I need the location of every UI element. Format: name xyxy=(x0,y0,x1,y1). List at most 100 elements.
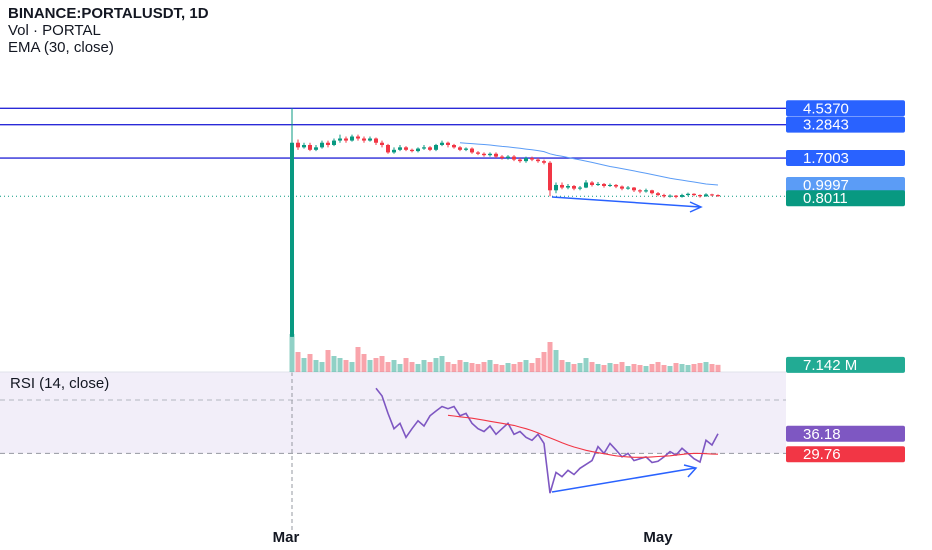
candle-body xyxy=(716,195,720,197)
rsi-line xyxy=(447,414,719,458)
candle-body xyxy=(446,142,450,145)
candle-body xyxy=(662,195,666,197)
arrow-head xyxy=(689,201,703,213)
candle-body xyxy=(638,190,642,192)
ema-legend: EMA (30, close) xyxy=(8,39,114,56)
volume-bar xyxy=(571,364,577,372)
candle-body xyxy=(356,136,360,139)
candle-body xyxy=(422,147,426,149)
volume-bar xyxy=(397,364,403,372)
candle-body xyxy=(692,193,696,196)
volume-bar xyxy=(451,364,457,372)
price-label: 7.142 M xyxy=(803,357,857,374)
candle-body xyxy=(632,187,636,191)
candle-body xyxy=(704,194,708,197)
volume-bar xyxy=(637,365,643,372)
volume-bar xyxy=(541,352,547,372)
volume-bar xyxy=(529,363,535,372)
price-label-box xyxy=(786,190,905,207)
candle-body xyxy=(584,182,588,188)
volume-bar xyxy=(295,352,301,372)
volume-bar xyxy=(493,364,499,372)
candle-body xyxy=(416,148,420,152)
candle-body xyxy=(668,195,672,197)
candle-body xyxy=(434,144,438,150)
price-label-box xyxy=(786,176,905,193)
price-label: 1.7003 xyxy=(803,150,849,167)
candle-body xyxy=(686,193,690,196)
volume-bar xyxy=(319,362,325,372)
volume-bar xyxy=(547,342,553,372)
price-label-box xyxy=(786,446,905,463)
candle-body xyxy=(680,195,684,197)
candle-body xyxy=(350,136,354,141)
volume-bar xyxy=(553,350,559,372)
candle-body xyxy=(398,147,402,150)
candle-body xyxy=(476,152,480,154)
volume-bar xyxy=(481,362,487,372)
arrow-head xyxy=(683,464,698,478)
candle-body xyxy=(614,184,618,187)
candle-body xyxy=(554,184,558,191)
labels-layer: BINANCE:PORTALUSDT, 1D Vol · PORTAL EMA … xyxy=(8,5,905,546)
price-label: 29.76 xyxy=(803,446,841,463)
candle-body xyxy=(326,142,330,145)
volume-bar xyxy=(373,358,379,372)
volume-bar xyxy=(709,364,715,372)
price-label: 4.5370 xyxy=(803,100,849,117)
volume-bar xyxy=(469,363,475,372)
volume-bar xyxy=(601,365,607,372)
rsi-band xyxy=(0,372,786,454)
volume-bar xyxy=(691,364,697,372)
volume-bar xyxy=(379,356,385,372)
candle-body xyxy=(488,153,492,156)
volume-bar xyxy=(361,354,367,372)
candle-body xyxy=(620,186,624,189)
price-label-box xyxy=(786,116,905,133)
candle-body xyxy=(530,158,534,160)
candle-body xyxy=(560,184,564,188)
candle-body xyxy=(428,147,432,150)
candle-body xyxy=(650,190,654,194)
x-tick-label: May xyxy=(643,529,673,546)
candle-body xyxy=(368,138,372,141)
volume-bar xyxy=(457,360,463,372)
candle-body xyxy=(344,138,348,141)
volume-bar xyxy=(355,347,361,372)
rsi-line xyxy=(375,387,719,494)
volume-bar xyxy=(697,363,703,372)
price-label-box xyxy=(786,150,905,167)
candle-body xyxy=(392,149,396,153)
volume-bar xyxy=(349,362,355,372)
trend-arrow xyxy=(551,196,701,208)
volume-bar xyxy=(421,360,427,372)
candle-body xyxy=(572,185,576,189)
volume-bar xyxy=(403,358,409,372)
candle-body xyxy=(674,195,678,197)
volume-bar xyxy=(289,334,295,372)
volume-bar xyxy=(301,358,307,372)
price-label-box xyxy=(786,356,905,373)
rsi-title: RSI (14, close) xyxy=(10,375,109,392)
volume-bar xyxy=(679,364,685,372)
volume-bar xyxy=(385,362,391,372)
price-label-box xyxy=(786,425,905,442)
candle-body xyxy=(494,153,498,157)
candle-body xyxy=(596,183,600,185)
volume-legend: Vol · PORTAL xyxy=(8,22,101,39)
candle-body xyxy=(656,193,660,196)
candle-body xyxy=(308,144,312,150)
volume-bar xyxy=(631,364,637,372)
candle-body xyxy=(512,156,516,160)
candle-body xyxy=(482,153,486,156)
price-label: 0.8011 xyxy=(803,190,848,207)
candle-body xyxy=(590,182,594,185)
volume-bar xyxy=(439,356,445,372)
volume-bar xyxy=(619,362,625,372)
candle-body xyxy=(374,138,378,143)
candle-body xyxy=(548,162,552,191)
volume-bar xyxy=(535,358,541,372)
trend-arrow xyxy=(551,467,696,493)
